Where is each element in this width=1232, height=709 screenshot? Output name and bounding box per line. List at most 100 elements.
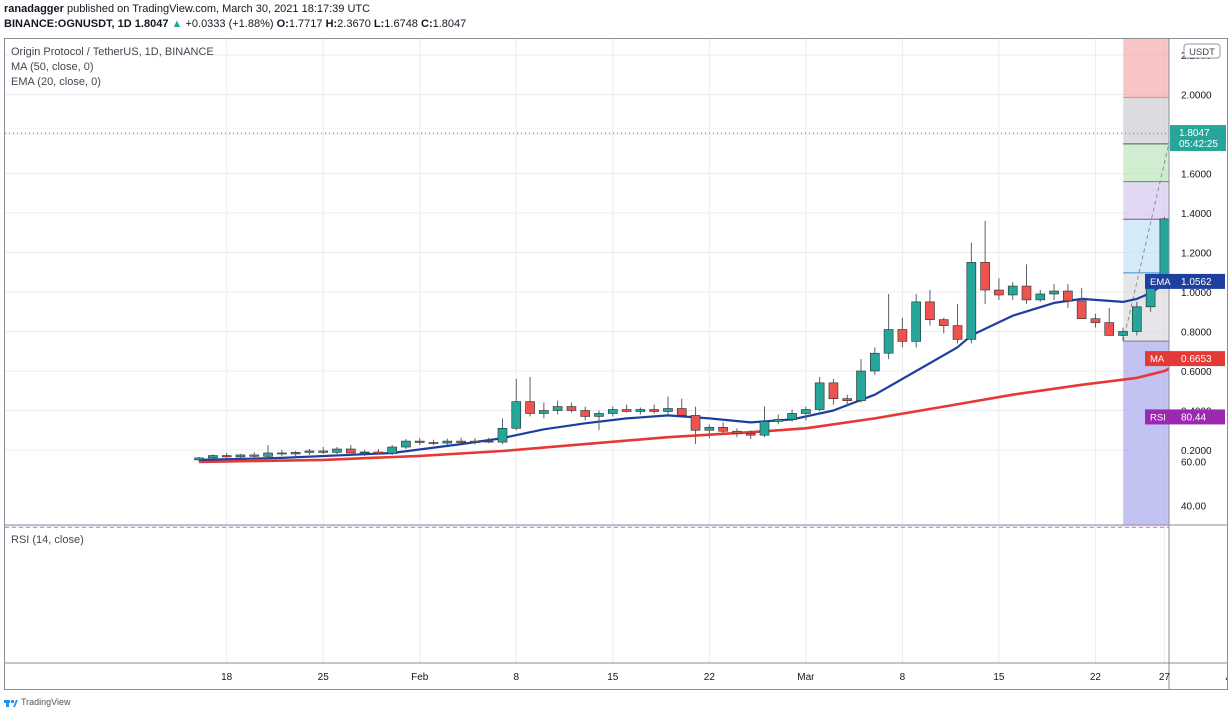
candle[interactable]	[1021, 264, 1032, 304]
candle-body	[897, 329, 908, 342]
candle[interactable]	[401, 439, 411, 450]
candle[interactable]	[1049, 284, 1059, 300]
candle[interactable]	[925, 290, 935, 326]
time-tick-label: 22	[704, 672, 716, 683]
candle[interactable]	[428, 439, 439, 446]
candle[interactable]	[676, 398, 687, 416]
rsi-line[interactable]	[199, 391, 1227, 499]
candle[interactable]	[663, 396, 673, 415]
candle[interactable]	[828, 378, 839, 405]
candle[interactable]	[263, 445, 273, 458]
candle[interactable]	[759, 406, 770, 438]
publish-text: published on TradingView.com, March 30, …	[66, 3, 371, 15]
candle[interactable]	[883, 293, 894, 360]
candle-body	[870, 352, 880, 372]
candle[interactable]	[552, 400, 563, 415]
candle[interactable]	[1007, 282, 1018, 300]
candle-body	[290, 452, 301, 455]
candle[interactable]	[511, 378, 522, 431]
price-chart[interactable]: 0(2.3670)0.236(1.9856)0.382(1.7497)0.5(1…	[5, 39, 1227, 689]
candle[interactable]	[249, 452, 260, 458]
candle[interactable]	[483, 437, 494, 444]
candle-body	[414, 440, 425, 443]
time-tick-label: 15	[607, 672, 619, 683]
candle-body	[676, 408, 687, 416]
rsi-legend[interactable]: RSI (14, close)	[11, 534, 84, 546]
candle[interactable]	[373, 449, 384, 455]
candle[interactable]	[621, 404, 632, 413]
candle[interactable]	[304, 449, 315, 455]
candle[interactable]	[539, 402, 549, 419]
candle-body	[580, 410, 591, 417]
candle[interactable]	[801, 406, 811, 421]
candle[interactable]	[1090, 313, 1101, 328]
candle[interactable]	[980, 220, 990, 304]
candle[interactable]	[856, 359, 866, 403]
candle[interactable]	[387, 445, 397, 455]
author-name[interactable]: ranadagger	[4, 3, 64, 15]
candle[interactable]	[718, 422, 728, 435]
candle[interactable]	[359, 450, 370, 456]
candle[interactable]	[594, 410, 604, 431]
candle[interactable]	[1132, 301, 1142, 336]
chart-frame[interactable]: 0(2.3670)0.236(1.9856)0.382(1.7497)0.5(1…	[4, 38, 1228, 690]
candle[interactable]	[1076, 288, 1087, 319]
candle[interactable]	[732, 428, 742, 438]
candle[interactable]	[842, 394, 853, 407]
candle[interactable]	[690, 406, 701, 445]
candle-body	[925, 301, 935, 320]
price-tick-label: 1.0000	[1181, 288, 1212, 299]
ma-value-tag-box	[1145, 351, 1225, 367]
time-tick-label: Mar	[797, 672, 815, 683]
candle[interactable]	[221, 452, 232, 458]
candle-body	[1049, 290, 1059, 295]
candle[interactable]	[456, 437, 466, 445]
candle[interactable]	[787, 409, 797, 422]
candle[interactable]	[745, 430, 756, 440]
candle[interactable]	[208, 454, 218, 460]
candle[interactable]	[290, 450, 301, 457]
candle[interactable]	[911, 293, 921, 348]
candle[interactable]	[332, 447, 342, 454]
candle[interactable]	[580, 406, 591, 421]
legend-ema[interactable]: EMA (20, close, 0)	[11, 76, 101, 88]
ema-line[interactable]	[199, 276, 1192, 461]
candle[interactable]	[414, 438, 425, 446]
candle[interactable]	[649, 404, 659, 414]
ma-line[interactable]	[199, 358, 1192, 464]
candle[interactable]	[814, 376, 825, 412]
candle[interactable]	[235, 453, 246, 459]
candle[interactable]	[1118, 327, 1128, 342]
candle-body	[428, 442, 439, 444]
rsi-tick-label: 40.00	[1181, 501, 1206, 512]
candle-body	[635, 409, 646, 412]
candle[interactable]	[525, 376, 535, 417]
legend-ma[interactable]: MA (50, close, 0)	[11, 61, 94, 73]
time-tick-label: 22	[1090, 672, 1102, 683]
candle[interactable]	[1104, 307, 1115, 336]
candle[interactable]	[194, 456, 204, 462]
candle[interactable]	[345, 445, 356, 454]
candle[interactable]	[442, 438, 453, 446]
candle[interactable]	[952, 303, 963, 344]
price-change: +0.0333 (+1.88%)	[185, 18, 274, 30]
candle-body	[994, 289, 1004, 296]
candle[interactable]	[470, 438, 480, 445]
candle[interactable]	[607, 406, 618, 417]
candle[interactable]	[635, 407, 646, 415]
candle[interactable]	[897, 317, 908, 348]
low-value: 1.6748	[384, 18, 418, 30]
candle[interactable]	[704, 424, 715, 439]
candle[interactable]	[966, 242, 977, 344]
candle[interactable]	[994, 278, 1004, 300]
candle[interactable]	[566, 402, 577, 413]
candle[interactable]	[773, 414, 784, 425]
candle[interactable]	[318, 447, 329, 454]
candle[interactable]	[497, 418, 508, 445]
candle[interactable]	[277, 450, 287, 456]
candle[interactable]	[938, 317, 949, 334]
candle[interactable]	[870, 347, 880, 375]
candle[interactable]	[1063, 284, 1073, 308]
candle[interactable]	[1035, 290, 1046, 302]
legend-title[interactable]: Origin Protocol / TetherUS, 1D, BINANCE	[11, 46, 214, 58]
